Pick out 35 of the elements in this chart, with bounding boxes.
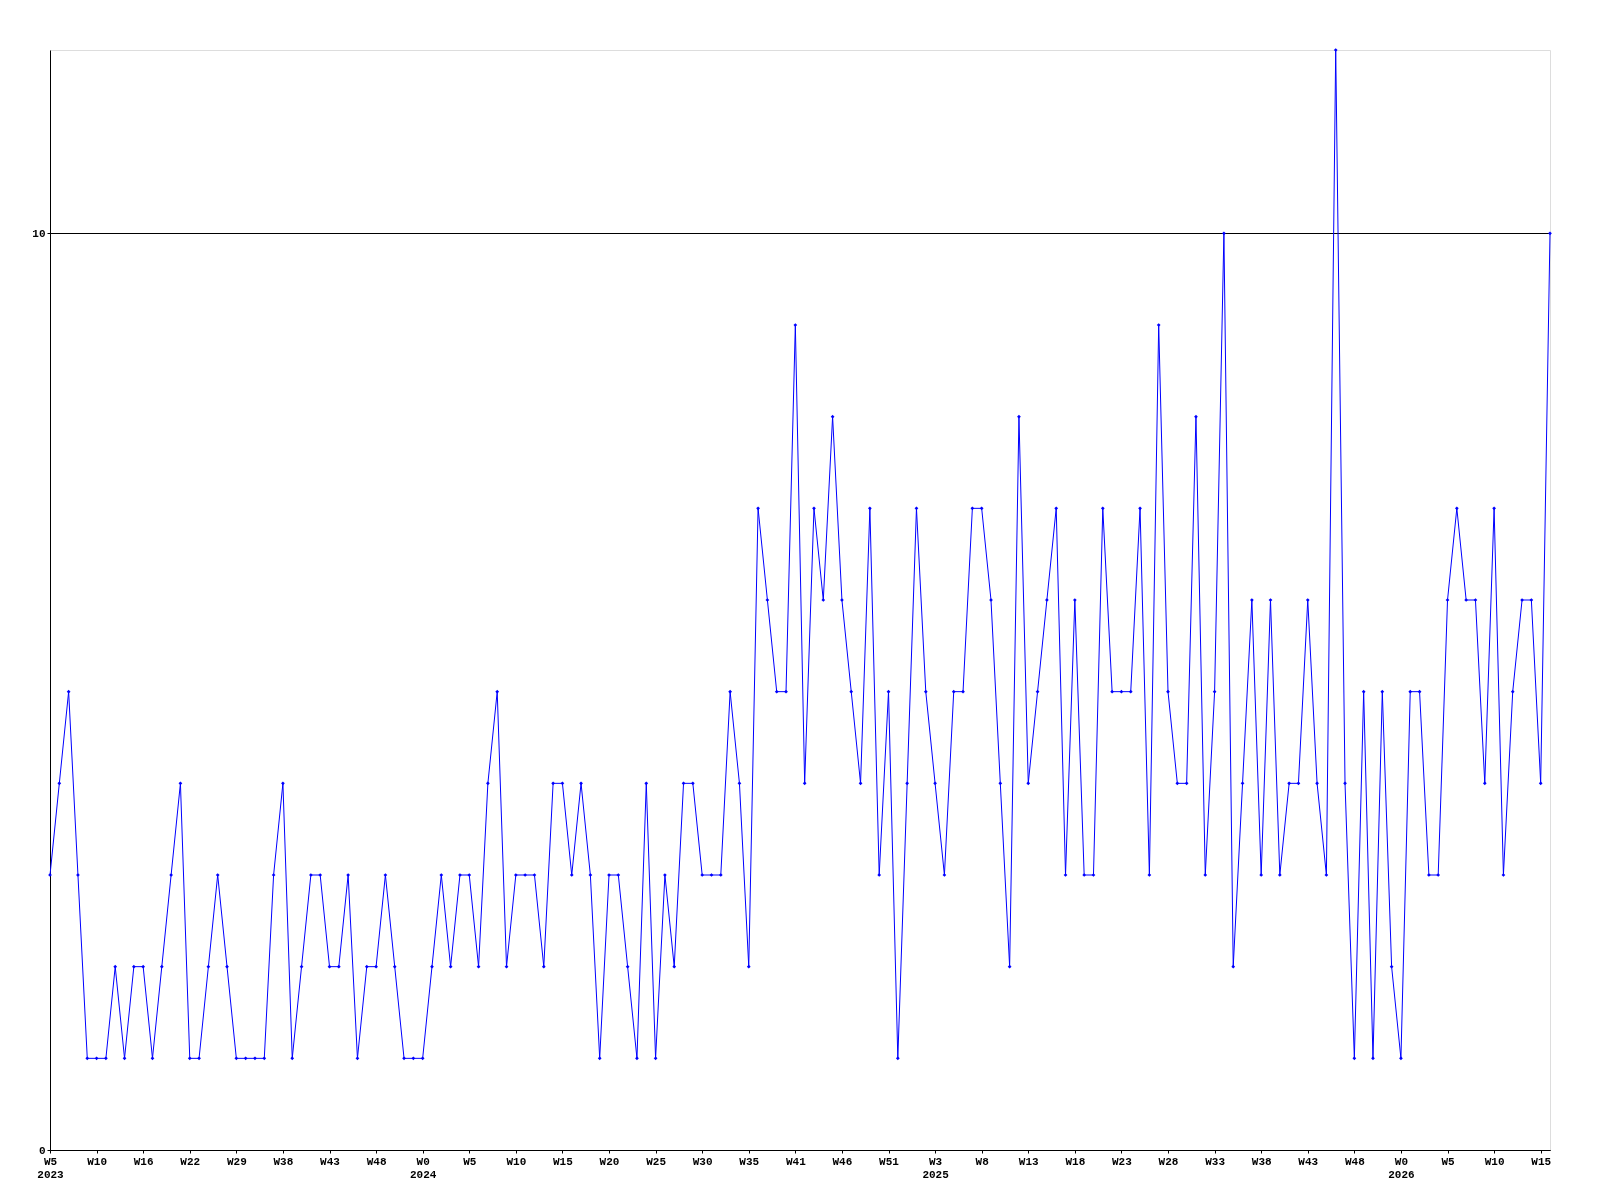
- x-tick-label: W43: [320, 1155, 341, 1168]
- x-tick-label: W43: [1298, 1155, 1319, 1168]
- y-tick-label: 10: [32, 227, 46, 240]
- x-tick-label: W5: [1441, 1155, 1456, 1168]
- x-tick-label: W28: [1158, 1155, 1179, 1168]
- x-tick-label: W16: [133, 1155, 154, 1168]
- x-tick-label: W10: [1484, 1155, 1505, 1168]
- x-tick-label: W23: [1112, 1155, 1133, 1168]
- x-tick-label: W38: [273, 1155, 294, 1168]
- x-tick-label: W20: [599, 1155, 620, 1168]
- x-tick-label: W5 2023: [37, 1155, 65, 1181]
- x-tick-label: W22: [180, 1155, 201, 1168]
- x-tick-label: W3 2025: [922, 1155, 950, 1181]
- x-tick-label: W33: [1205, 1155, 1226, 1168]
- x-tick-label: W0 2026: [1388, 1155, 1415, 1181]
- x-tick-label: W30: [692, 1155, 713, 1168]
- x-tick-label: W8: [975, 1155, 990, 1168]
- x-tick-label: W10: [506, 1155, 527, 1168]
- x-tick-label: W5: [463, 1155, 477, 1168]
- x-tick-label: W13: [1018, 1155, 1040, 1168]
- y-tick-label: 0: [38, 1144, 46, 1157]
- x-tick-label: W51: [879, 1155, 900, 1168]
- x-tick-label: W0 2024: [409, 1155, 437, 1181]
- x-tick-label: W41: [785, 1155, 807, 1168]
- x-tick-label: W48: [366, 1155, 387, 1168]
- x-tick-label: W15: [1531, 1155, 1552, 1168]
- x-tick-label: W25: [646, 1155, 667, 1168]
- x-tick-label: W38: [1251, 1155, 1272, 1168]
- x-tick-label: W18: [1065, 1155, 1086, 1168]
- x-tick-label: W29: [226, 1155, 247, 1168]
- x-tick-label: W15: [553, 1155, 574, 1168]
- x-tick-label: W35: [739, 1155, 760, 1168]
- x-tick-label: W48: [1344, 1155, 1366, 1168]
- x-tick-label: W10: [87, 1155, 107, 1168]
- x-tick-label: W46: [832, 1155, 853, 1168]
